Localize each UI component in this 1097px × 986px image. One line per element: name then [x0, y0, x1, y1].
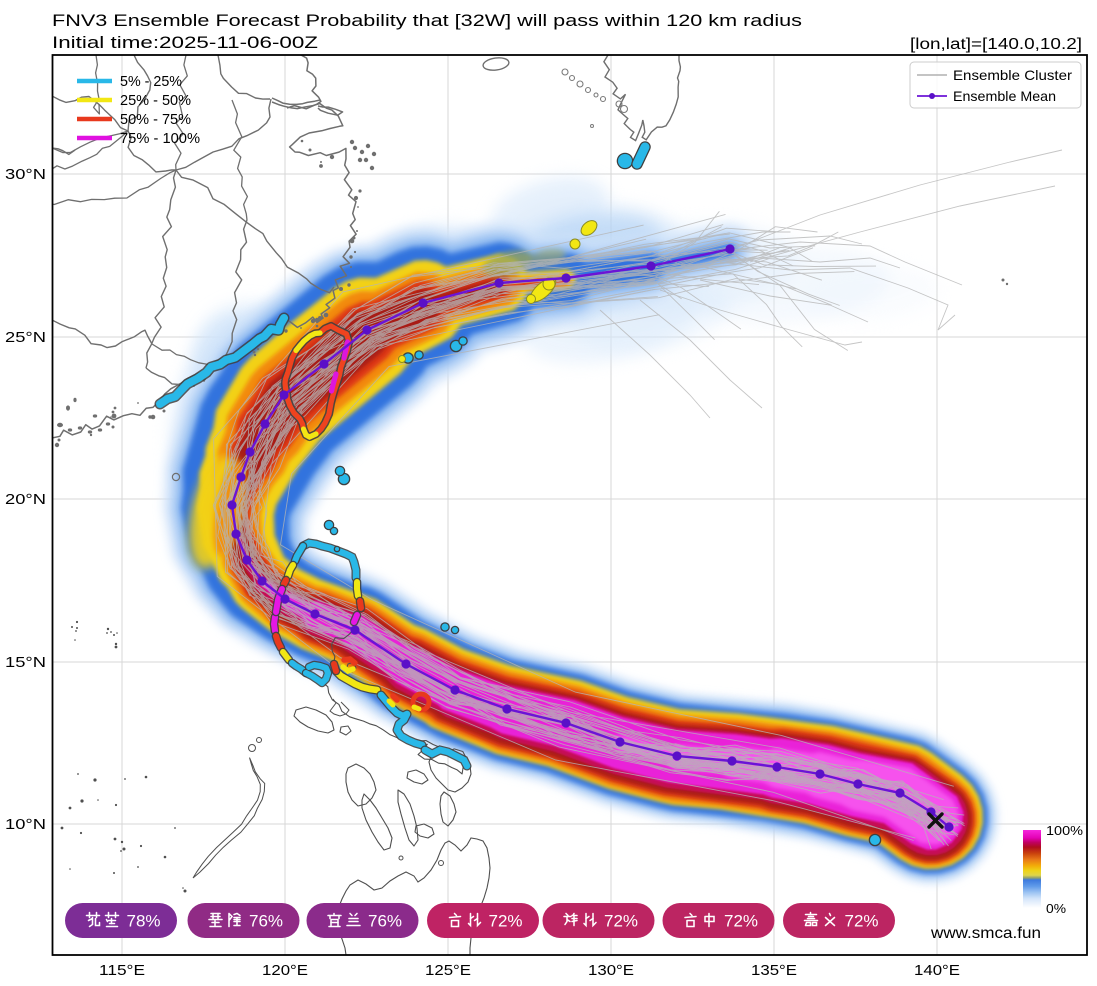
- svg-text:72%: 72%: [604, 912, 638, 931]
- svg-text:Initial time:2025-11-06-00Z: Initial time:2025-11-06-00Z: [52, 34, 318, 52]
- svg-text:78%: 78%: [127, 912, 161, 931]
- svg-text:Ensemble Cluster: Ensemble Cluster: [953, 67, 1072, 83]
- svg-text:0%: 0%: [1046, 901, 1066, 916]
- svg-text:Ensemble Mean: Ensemble Mean: [953, 88, 1056, 104]
- svg-text:135°E: 135°E: [751, 963, 797, 979]
- svg-text:72%: 72%: [724, 912, 758, 931]
- svg-text:72%: 72%: [845, 912, 879, 931]
- svg-text:30°N: 30°N: [5, 167, 46, 183]
- svg-text:125°E: 125°E: [425, 963, 471, 979]
- svg-text:76%: 76%: [249, 912, 283, 931]
- svg-text:140°E: 140°E: [914, 963, 960, 979]
- svg-text:[lon,lat]=[140.0,10.2]: [lon,lat]=[140.0,10.2]: [910, 36, 1082, 53]
- svg-text:130°E: 130°E: [588, 963, 634, 979]
- svg-text:10°N: 10°N: [5, 817, 46, 833]
- svg-text:72%: 72%: [489, 912, 523, 931]
- svg-text:25°N: 25°N: [5, 330, 46, 346]
- svg-text:76%: 76%: [368, 912, 402, 931]
- svg-text:115°E: 115°E: [99, 963, 145, 979]
- svg-text:FNV3 Ensemble Forecast Probabi: FNV3 Ensemble Forecast Probability that …: [52, 12, 802, 30]
- svg-text:120°E: 120°E: [262, 963, 308, 979]
- svg-text:75% - 100%: 75% - 100%: [120, 130, 200, 147]
- svg-text:15°N: 15°N: [5, 655, 46, 671]
- svg-text:www.smca.fun: www.smca.fun: [930, 925, 1041, 942]
- svg-text:50% - 75%: 50% - 75%: [120, 111, 191, 128]
- svg-text:100%: 100%: [1046, 823, 1083, 838]
- svg-text:25% - 50%: 25% - 50%: [120, 92, 191, 109]
- svg-text:20°N: 20°N: [5, 492, 46, 508]
- svg-text:5% - 25%: 5% - 25%: [120, 73, 182, 90]
